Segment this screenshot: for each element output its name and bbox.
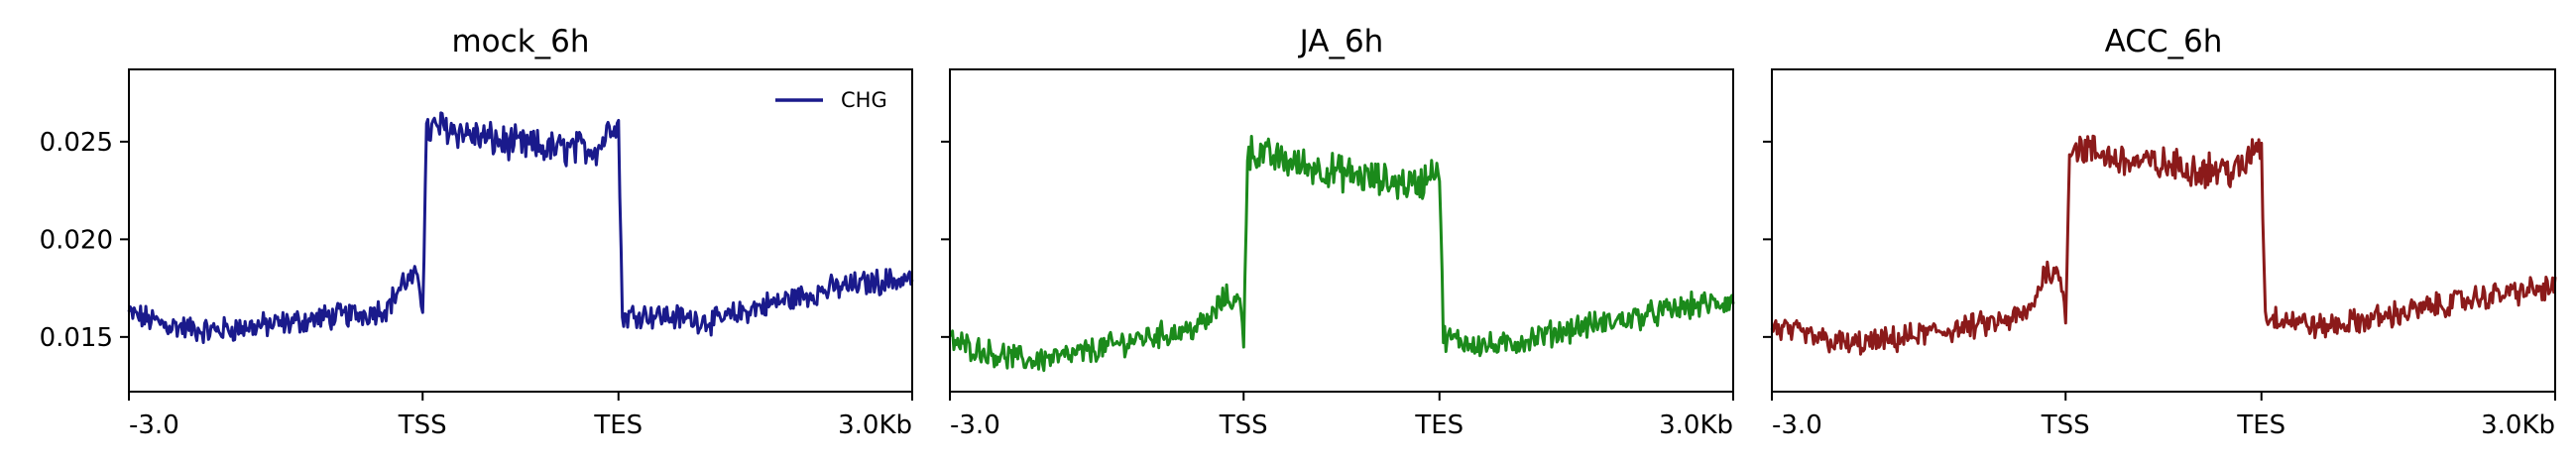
x-axis: -3.0 TSS TES 3.0Kb bbox=[1771, 392, 2556, 440]
x-tick-label: 3.0Kb bbox=[1659, 410, 1733, 440]
x-tick-label: -3.0 bbox=[1772, 410, 1822, 440]
x-tick-label: TES bbox=[593, 410, 643, 440]
x-axis: -3.0 TSS TES 3.0Kb bbox=[949, 392, 1734, 440]
series-line-0 bbox=[1770, 134, 2557, 356]
x-tick-label: TSS bbox=[2041, 410, 2090, 440]
x-tick-label: TSS bbox=[1219, 410, 1268, 440]
plot-frame bbox=[128, 68, 913, 393]
series-line-0 bbox=[127, 111, 914, 344]
y-tick-label: 0.015 bbox=[40, 323, 113, 353]
panel-title: JA_6h bbox=[1298, 24, 1384, 59]
x-tick-label: 3.0Kb bbox=[838, 410, 912, 440]
y-axis bbox=[941, 140, 950, 338]
plot-area bbox=[127, 111, 914, 344]
legend: CHG bbox=[775, 88, 887, 112]
legend-label-chg: CHG bbox=[841, 88, 887, 112]
y-tick-label: 0.020 bbox=[40, 225, 113, 255]
panel-title: ACC_6h bbox=[2105, 24, 2223, 59]
panel-title: mock_6h bbox=[451, 24, 589, 59]
x-tick-label: TSS bbox=[398, 410, 447, 440]
y-axis bbox=[1763, 140, 1772, 338]
y-axis: 0.015 0.020 0.025 bbox=[40, 128, 129, 353]
plot-area bbox=[1770, 134, 2557, 356]
x-tick-label: -3.0 bbox=[129, 410, 179, 440]
panel-acc-6h: ACC_6h -3.0 TSS TES 3.0Kb bbox=[1763, 24, 2557, 440]
x-tick-label: TES bbox=[1414, 410, 1464, 440]
series-line-0 bbox=[948, 135, 1735, 373]
x-tick-label: 3.0Kb bbox=[2481, 410, 2555, 440]
plot-frame bbox=[1771, 68, 2556, 393]
plot-area bbox=[948, 135, 1735, 373]
plot-frame bbox=[949, 68, 1734, 393]
x-axis: -3.0 TSS TES 3.0Kb bbox=[128, 392, 913, 440]
x-tick-label: TES bbox=[2236, 410, 2285, 440]
y-tick-label: 0.025 bbox=[40, 128, 113, 158]
x-tick-label: -3.0 bbox=[950, 410, 1000, 440]
panel-ja-6h: JA_6h -3.0 TSS TES 3.0Kb bbox=[941, 24, 1735, 440]
